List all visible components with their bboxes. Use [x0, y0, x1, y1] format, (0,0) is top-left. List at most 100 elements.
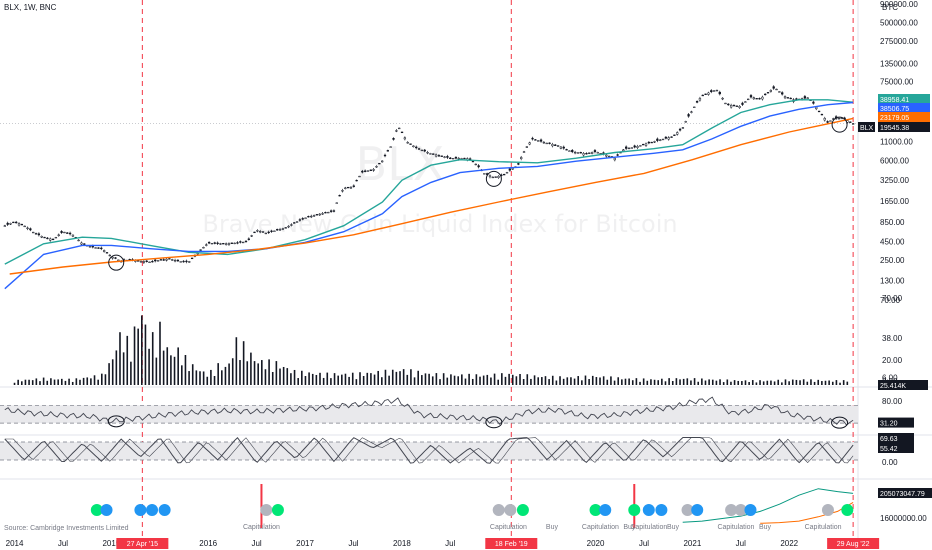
candle: [698, 98, 702, 101]
volume-last-label: 25.414K: [880, 383, 906, 390]
volume-bar: [90, 378, 92, 385]
candle: [267, 231, 270, 234]
time-tick-label: 2022: [780, 539, 798, 548]
signal-dot[interactable]: [504, 504, 517, 516]
signal-curve-secondary[interactable]: [760, 501, 854, 524]
signal-dot[interactable]: [821, 504, 834, 516]
candle: [247, 238, 250, 240]
moving-average-line[interactable]: [9, 117, 854, 275]
volume-bar: [708, 379, 710, 385]
candle: [491, 176, 494, 179]
stoch-signal-line[interactable]: [4, 437, 854, 464]
volume-bar: [359, 372, 361, 385]
volume-bar: [93, 375, 96, 385]
signal-dot[interactable]: [841, 504, 854, 516]
volume-bar: [650, 379, 652, 385]
signal-dot[interactable]: [158, 504, 171, 516]
volume-bar: [806, 381, 809, 385]
candle: [63, 231, 66, 234]
signal-dot[interactable]: [271, 504, 284, 516]
price-tick-label: 250.00: [880, 256, 905, 265]
candle: [616, 154, 619, 156]
time-axis[interactable]: 2014Jul2015Jul2016Jul2017Jul2018Jul82020…: [6, 538, 880, 549]
signal-dot[interactable]: [146, 504, 159, 516]
candle: [412, 145, 415, 148]
rsi-line[interactable]: [4, 396, 854, 426]
candle: [522, 151, 526, 153]
volume-bar: [748, 382, 750, 385]
price-pane[interactable]: [0, 85, 858, 290]
volume-pane[interactable]: [13, 315, 849, 385]
volume-bar: [151, 332, 154, 385]
stoch-k-line[interactable]: [4, 437, 854, 464]
volume-bar: [202, 371, 205, 385]
price-tick-label: 450.00: [880, 238, 905, 247]
volume-bar: [537, 377, 540, 385]
volume-bar: [490, 377, 492, 385]
volume-bar: [755, 382, 758, 385]
signal-last-label: 205073047.79: [880, 491, 925, 498]
candle: [400, 131, 404, 134]
candle: [738, 106, 741, 108]
candle: [693, 106, 696, 108]
volume-bar: [722, 382, 725, 385]
candle: [344, 187, 347, 189]
signal-dot[interactable]: [744, 504, 757, 516]
signal-curve[interactable]: [682, 488, 854, 523]
volume-bar: [559, 376, 561, 385]
candle: [80, 242, 83, 245]
moving-average-line[interactable]: [4, 101, 854, 290]
candle: [312, 215, 316, 217]
signal-dot[interactable]: [655, 504, 668, 516]
rsi-pane[interactable]: [0, 396, 858, 429]
stoch-rsi-pane[interactable]: [0, 437, 858, 464]
candle: [298, 219, 302, 221]
volume-bar: [570, 377, 572, 385]
volume-bar: [24, 379, 27, 385]
candle: [381, 160, 384, 163]
candle: [528, 142, 531, 145]
signal-dot[interactable]: [599, 504, 612, 516]
candle: [253, 231, 256, 234]
volume-bar: [64, 380, 67, 385]
volume-bar: [424, 373, 427, 385]
signal-dot[interactable]: [134, 504, 147, 516]
candle: [806, 97, 809, 99]
signal-dot[interactable]: [691, 504, 704, 516]
moving-average-line[interactable]: [4, 99, 854, 265]
candle: [301, 218, 304, 220]
candle: [315, 214, 319, 216]
rsi-low-circle: [831, 416, 849, 429]
candle: [88, 246, 92, 248]
signal-dot[interactable]: [734, 504, 747, 516]
volume-bar: [511, 374, 514, 385]
signal-dot[interactable]: [589, 504, 602, 516]
signal-dot[interactable]: [90, 504, 103, 516]
candle: [355, 179, 358, 182]
cycle-low-circle: [108, 254, 125, 271]
candle: [778, 91, 781, 93]
candle: [823, 118, 826, 121]
volume-bar: [341, 374, 343, 385]
candle: [676, 132, 679, 135]
volume-bar: [31, 380, 34, 385]
candle: [497, 176, 500, 178]
signal-dot[interactable]: [516, 504, 529, 516]
candle: [812, 101, 815, 104]
last-value-badge: [878, 112, 930, 122]
signal-dot[interactable]: [260, 504, 273, 516]
volume-bar: [530, 378, 532, 385]
volume-bar: [246, 361, 249, 385]
signal-dot[interactable]: [681, 504, 694, 516]
signal-dot[interactable]: [642, 504, 655, 516]
volume-bar: [417, 370, 419, 385]
candle: [687, 114, 690, 117]
candle: [182, 260, 185, 263]
signal-dot[interactable]: [492, 504, 505, 516]
signal-dot[interactable]: [100, 504, 113, 516]
signal-dot[interactable]: [725, 504, 738, 516]
signals-pane[interactable]: Capitulation Capitulation Buy Capitulation B…: [90, 484, 854, 531]
signal-dot[interactable]: [628, 504, 641, 516]
